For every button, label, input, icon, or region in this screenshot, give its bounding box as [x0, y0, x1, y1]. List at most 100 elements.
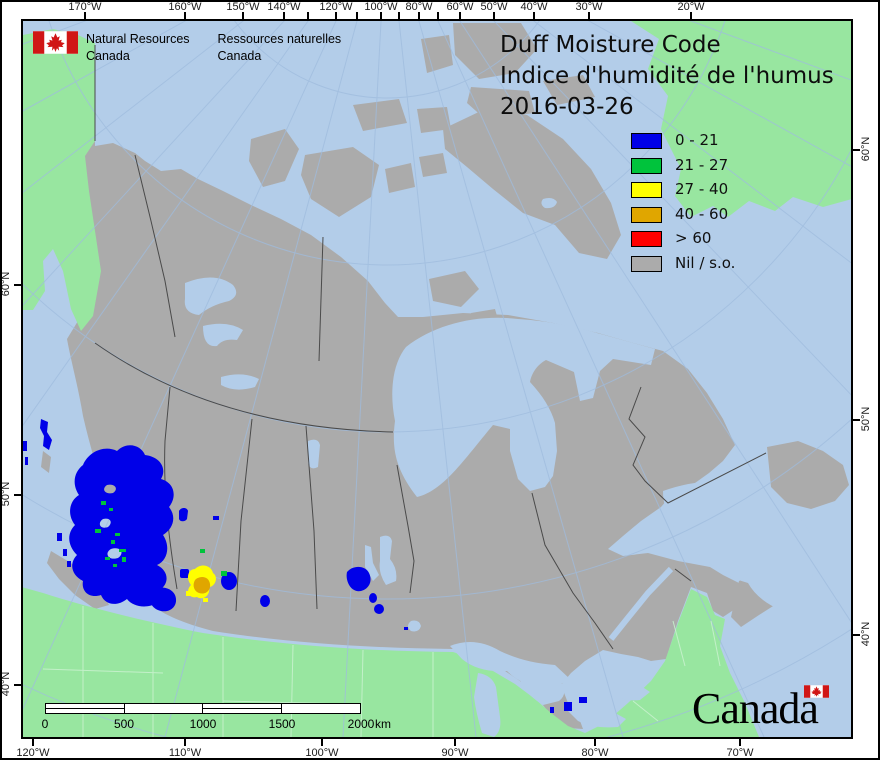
latitude-label: 50°N	[860, 406, 872, 432]
longitude-label: 30°W	[575, 1, 603, 13]
legend: 0 - 21 21 - 27 27 - 40 40 - 60 > 60 Nil / s.o…	[631, 131, 831, 293]
title-line-fr: Indice d'humidité de l'humus	[500, 63, 834, 89]
longitude-tick	[84, 12, 86, 19]
legend-label: Nil / s.o.	[675, 254, 736, 272]
latitude-tick	[853, 634, 860, 636]
scale-bar-tick-label: 1000	[189, 717, 217, 731]
legend-swatch	[631, 231, 662, 248]
longitude-label: 50°W	[480, 1, 508, 13]
title-date: 2016-03-26	[500, 94, 634, 120]
longitude-tick	[533, 12, 535, 19]
longitude-tick	[690, 12, 692, 19]
us-landmass	[23, 587, 759, 737]
longitude-tick	[307, 12, 309, 19]
longitude-tick	[32, 739, 34, 746]
longitude-label: 60°W	[446, 1, 474, 13]
scale-bar-segment	[282, 704, 361, 713]
title-line-en: Duff Moisture Code	[500, 32, 721, 58]
legend-label: 27 - 40	[675, 180, 729, 199]
latitude-label: 50°N	[0, 481, 12, 507]
alaska	[23, 29, 101, 331]
longitude-label: 90°W	[441, 747, 469, 759]
latitude-tick	[853, 419, 860, 421]
longitude-tick	[437, 12, 439, 19]
latitude-label: 60°N	[860, 136, 872, 162]
scale-bar-tick-label: 500	[113, 717, 135, 731]
agency-name-en: Natural Resources Canada	[86, 32, 190, 63]
legend-swatch	[631, 133, 662, 149]
agency-name-fr: Ressources naturelles Canada	[217, 32, 342, 63]
legend-label: 0 - 21	[675, 131, 719, 149]
longitude-label: 110°W	[168, 747, 202, 759]
dmc-patches-green	[95, 501, 227, 576]
scale-bar-tick-label: 2000	[347, 717, 375, 731]
longitude-label: 40°W	[520, 1, 548, 13]
dmc-patches-orange	[193, 576, 211, 594]
longitude-label: 80°W	[405, 1, 433, 13]
longitude-tick	[493, 12, 495, 19]
scale-bar-segment	[203, 704, 282, 713]
longitude-label: 80°W	[581, 747, 609, 759]
latitude-tick	[14, 494, 21, 496]
legend-label: 40 - 60	[675, 204, 729, 223]
longitude-tick	[459, 12, 461, 19]
legend-swatch	[631, 182, 662, 199]
longitude-label: 120°W	[16, 747, 50, 759]
longitude-tick	[380, 12, 382, 19]
canada-wordmark: Canada	[692, 683, 829, 734]
map-title: Duff Moisture Code Indice d'humidité de …	[500, 30, 834, 123]
latitude-tick	[14, 284, 21, 286]
legend-label: 21 - 27	[675, 155, 729, 174]
map-frame	[21, 19, 853, 739]
scale-bar-segment	[125, 704, 203, 713]
longitude-tick	[242, 12, 244, 19]
legend-swatch	[631, 256, 662, 272]
gulf-st-lawrence	[663, 481, 814, 611]
longitude-label: 120°W	[319, 1, 353, 13]
scale-bar-rule	[45, 703, 361, 714]
longitude-tick	[454, 739, 456, 746]
agency-header: Natural Resources Canada Ressources natur…	[33, 31, 369, 65]
longitude-label: 170°W	[68, 1, 102, 13]
latitude-tick	[853, 149, 860, 151]
longitude-label: 150°W	[226, 1, 260, 13]
longitude-tick	[335, 12, 337, 19]
longitude-tick	[739, 739, 741, 746]
legend-label: > 60	[675, 229, 712, 248]
arctic-islands	[41, 23, 849, 627]
longitude-label: 140°W	[267, 1, 301, 13]
st-lawrence-river	[608, 566, 674, 641]
longitude-label: 70°W	[726, 747, 754, 759]
canada-flag-icon	[33, 31, 78, 54]
scale-bar: 0 500 1000 1500 2000 km	[42, 703, 391, 731]
hudson-bay	[392, 317, 655, 497]
latitude-label: 40°N	[0, 671, 12, 697]
longitude-label: 100°W	[305, 747, 339, 759]
latitude-label: 40°N	[860, 621, 872, 647]
longitude-tick	[184, 739, 186, 746]
map-canvas	[23, 21, 851, 737]
scale-bar-tick-label: 0	[41, 717, 49, 731]
longitude-label: 100°W	[364, 1, 398, 13]
wordmark-flag-icon	[804, 685, 829, 698]
latitude-tick	[14, 684, 21, 686]
latitude-label: 60°N	[0, 271, 12, 297]
longitude-tick	[418, 12, 420, 19]
lakes	[184, 198, 650, 737]
legend-swatch	[631, 157, 662, 174]
dmc-patches-blue	[23, 419, 587, 713]
scale-bar-segment	[46, 704, 125, 713]
longitude-label: 160°W	[168, 1, 202, 13]
scale-bar-unit: km	[375, 717, 391, 731]
legend-swatch	[631, 206, 662, 223]
greenland	[631, 21, 851, 217]
longitude-tick	[356, 12, 358, 19]
longitude-label: 20°W	[677, 1, 705, 13]
longitude-tick	[321, 739, 323, 746]
longitude-tick	[283, 12, 285, 19]
longitude-tick	[594, 739, 596, 746]
longitude-tick	[398, 12, 400, 19]
longitude-tick	[588, 12, 590, 19]
scale-bar-tick-label: 1500	[268, 717, 296, 731]
longitude-tick	[184, 12, 186, 19]
